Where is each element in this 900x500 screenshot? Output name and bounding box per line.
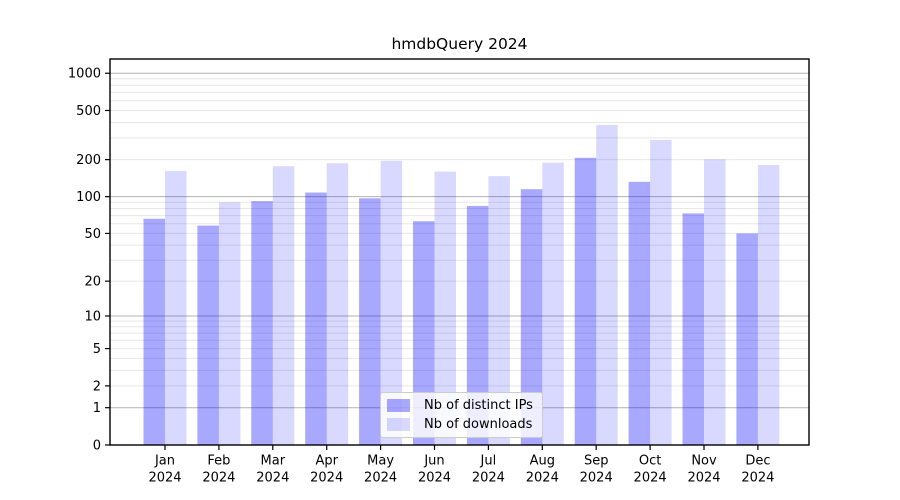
y-tick-label: 1: [93, 401, 101, 416]
x-tick-label-month: Jan: [154, 454, 175, 469]
x-tick-label-year: 2024: [364, 471, 397, 486]
bar-distinct-ips-mar: [251, 201, 273, 445]
x-tick-label-year: 2024: [741, 471, 774, 486]
y-tick-label: 5: [93, 342, 101, 357]
bar-downloads-jun: [434, 171, 456, 445]
legend-swatch-distinct-ips-icon: [387, 399, 410, 412]
bar-downloads-mar: [272, 166, 295, 445]
y-tick-label: 200: [76, 153, 101, 168]
x-tick-label-month: Jun: [423, 454, 444, 469]
y-tick-label: 10: [84, 309, 101, 324]
x-tick-label-year: 2024: [472, 471, 505, 486]
chart-title: hmdbQuery 2024: [391, 35, 528, 53]
bar-downloads-may: [380, 160, 403, 445]
bar-downloads-nov: [704, 159, 726, 446]
y-tick-label: 20: [84, 275, 101, 290]
bar-downloads-jan: [165, 170, 187, 445]
axes-spines: [109, 58, 810, 446]
x-tick-label-month: Nov: [691, 454, 717, 469]
x-tick-label-month: Sep: [584, 454, 609, 469]
bar-downloads-sep: [596, 124, 618, 445]
bar-downloads-jul: [488, 176, 510, 446]
bar-distinct-ips-dec: [736, 233, 758, 445]
bar-distinct-ips-apr: [305, 192, 327, 445]
y-tick-label: 1000: [68, 67, 101, 82]
bar-distinct-ips-may: [359, 198, 381, 445]
x-tick-label-year: 2024: [202, 471, 235, 486]
legend-item-distinct-ips: Nb of distinct IPs: [387, 397, 533, 414]
bar-downloads-feb: [218, 202, 241, 445]
legend-label-distinct-ips: Nb of distinct IPs: [424, 398, 533, 413]
x-tick-label-month: Feb: [207, 454, 230, 469]
legend-label-downloads: Nb of downloads: [424, 417, 533, 432]
x-tick-label-year: 2024: [580, 471, 613, 486]
y-tick-label: 0: [93, 439, 101, 454]
y-tick-label: 2: [93, 379, 101, 394]
y-tick-label: 50: [84, 227, 101, 242]
bar-downloads-aug: [542, 162, 564, 446]
x-tick-label-year: 2024: [418, 471, 451, 486]
bar-downloads-dec: [757, 164, 780, 445]
x-tick-label-month: Apr: [315, 454, 338, 469]
x-tick-label-year: 2024: [687, 471, 720, 486]
bar-distinct-ips-jan: [143, 218, 165, 445]
bar-downloads-oct: [650, 139, 672, 446]
y-tick-label: 500: [76, 104, 101, 119]
legend-swatch-downloads-icon: [387, 418, 410, 431]
bar-distinct-ips-feb: [197, 225, 219, 445]
bar-distinct-ips-nov: [682, 213, 704, 445]
x-tick-label-month: Dec: [745, 454, 770, 469]
x-tick-label-month: May: [367, 454, 394, 469]
legend-item-downloads: Nb of downloads: [387, 416, 533, 433]
x-tick-label-year: 2024: [148, 471, 181, 486]
bar-distinct-ips-sep: [574, 157, 597, 446]
bar-downloads-apr: [326, 163, 349, 445]
bar-distinct-ips-oct: [628, 181, 651, 445]
x-tick-label-month: Oct: [639, 454, 661, 469]
x-tick-label-year: 2024: [310, 471, 343, 486]
legend: Nb of distinct IPs Nb of downloads: [380, 392, 543, 438]
y-tick-label: 100: [76, 190, 101, 205]
bar-distinct-ips-jul: [466, 205, 489, 445]
bar-distinct-ips-jun: [413, 221, 435, 445]
x-tick-label-month: Aug: [530, 454, 555, 469]
x-tick-label-year: 2024: [526, 471, 559, 486]
x-tick-label-month: Mar: [261, 454, 286, 469]
x-tick-label-year: 2024: [256, 471, 289, 486]
x-tick-label-month: Jul: [480, 454, 497, 469]
bar-distinct-ips-aug: [520, 189, 543, 445]
x-tick-label-year: 2024: [634, 471, 667, 486]
